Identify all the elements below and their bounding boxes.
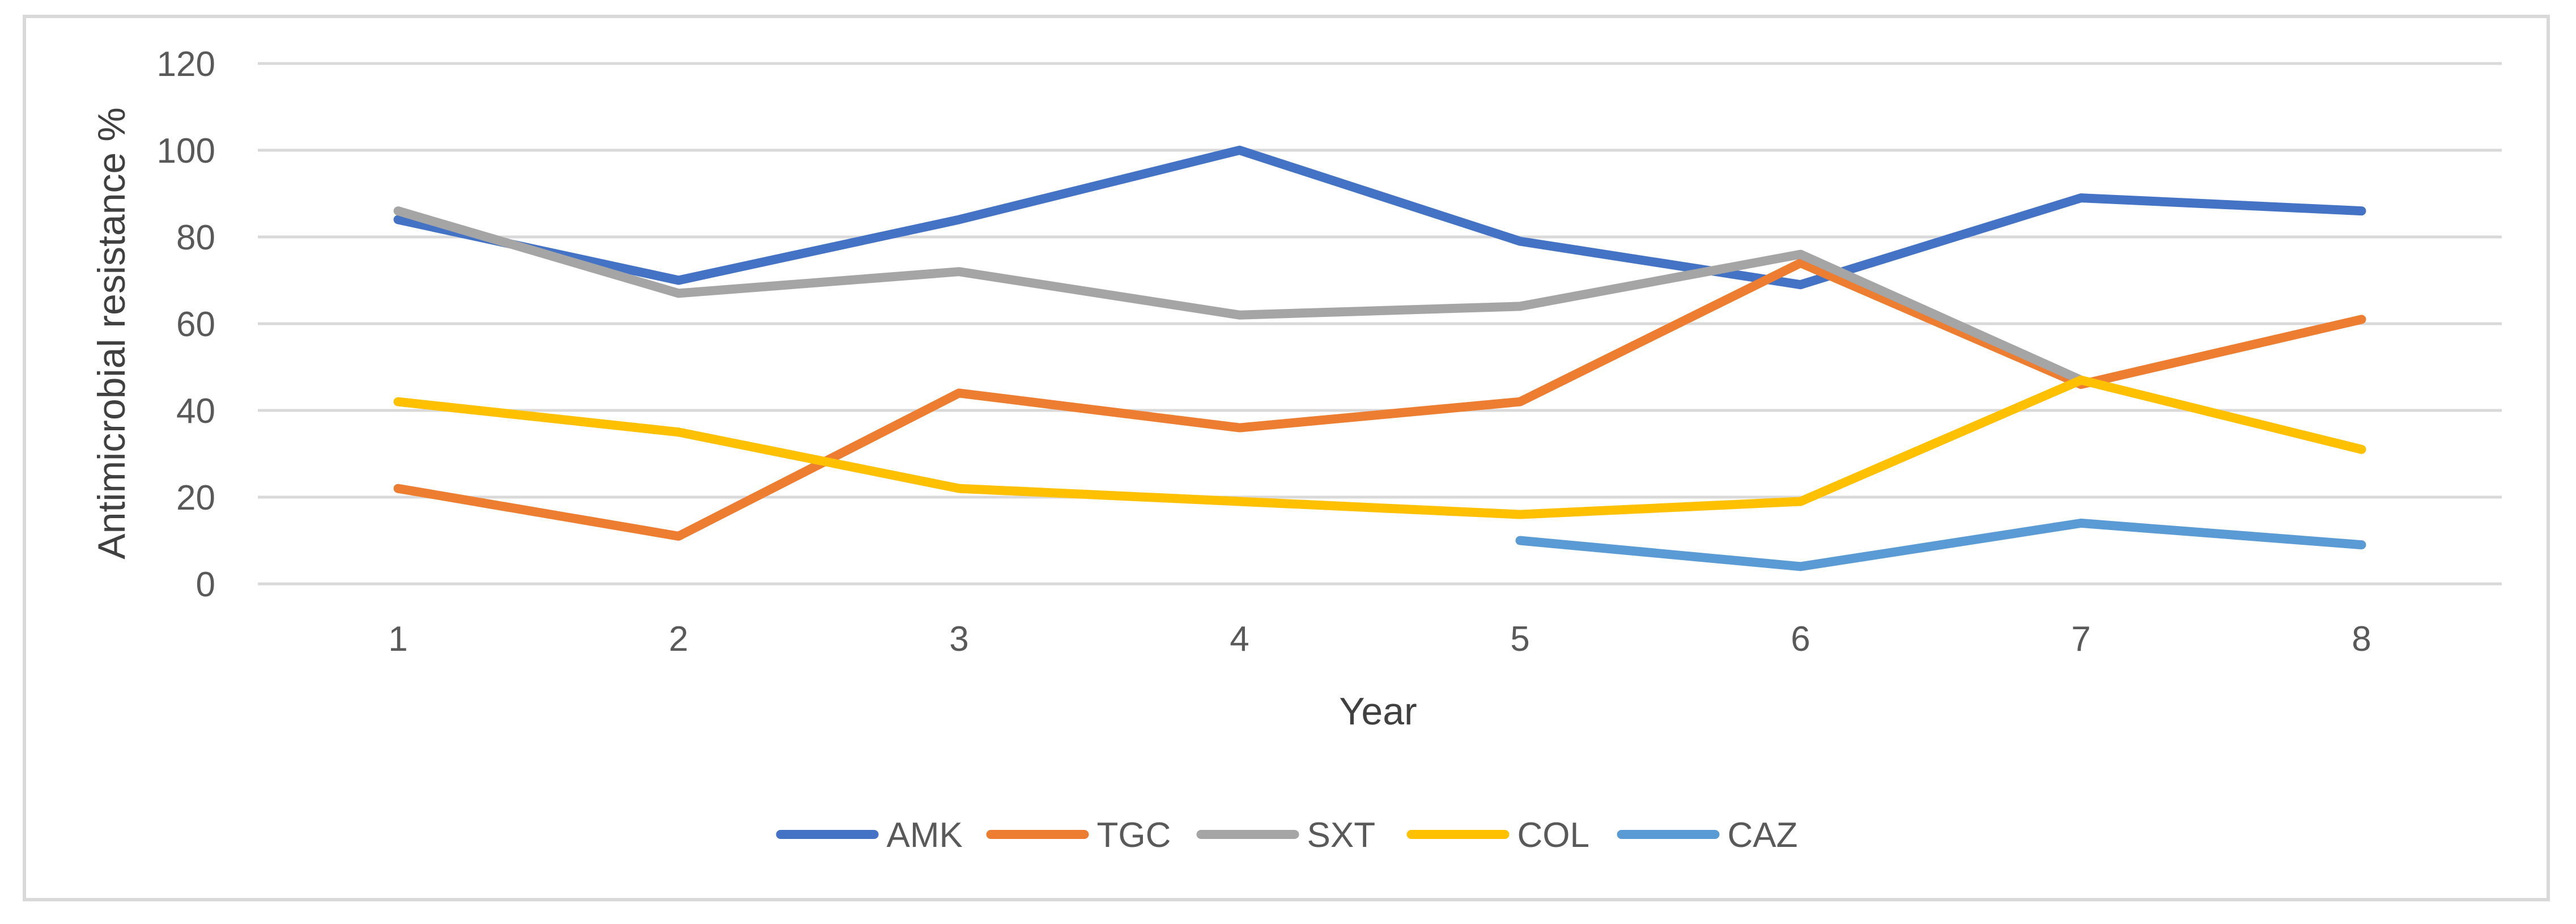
y-tick-label: 60: [176, 305, 215, 344]
legend-item-tgc: TGC: [986, 816, 1171, 855]
x-tick-label: 2: [669, 620, 688, 659]
x-tick-label: 7: [2071, 620, 2090, 659]
gridlines: [258, 62, 2502, 586]
series-line-sxt: [393, 206, 2086, 385]
legend-label: TGC: [1097, 816, 1171, 855]
series-line-amk: [393, 146, 2366, 290]
x-tick-label: 6: [1791, 620, 1810, 659]
legend-label: CAZ: [1728, 816, 1798, 855]
legend-item-amk: AMK: [776, 816, 963, 855]
y-tick-label: 40: [176, 392, 215, 431]
series-line-tgc: [393, 258, 2366, 541]
series-line-col: [393, 375, 2366, 519]
y-tick-label: 120: [157, 45, 215, 84]
legend-label: SXT: [1307, 816, 1376, 855]
x-axis-title: Year: [1339, 690, 1417, 733]
legend-item-sxt: SXT: [1196, 816, 1376, 855]
y-axis-title: Antimicrobial resistance %: [90, 107, 133, 559]
y-tick-label: 80: [176, 218, 215, 257]
x-tick-label: 3: [949, 620, 968, 659]
y-tick-label: 0: [196, 565, 215, 604]
x-tick-label: 4: [1230, 620, 1249, 659]
legend-item-caz: CAZ: [1617, 816, 1798, 855]
x-tick-label: 1: [388, 620, 407, 659]
series-lines: [393, 146, 2366, 571]
legend-label: COL: [1517, 816, 1589, 855]
x-tick-label: 5: [1510, 620, 1529, 659]
y-tick-label: 100: [157, 132, 215, 171]
series-line-caz: [1515, 518, 2366, 571]
legend: AMK TGC SXT COL CAZ: [776, 816, 1798, 855]
y-tick-label: 20: [176, 478, 215, 518]
x-axis-ticks: 1 2 3 4 5 6 7 8: [388, 620, 2371, 659]
legend-label: AMK: [887, 816, 963, 855]
legend-item-col: COL: [1406, 816, 1589, 855]
y-axis-ticks: 0 20 40 60 80 100 120: [157, 45, 215, 604]
x-tick-label: 8: [2352, 620, 2371, 659]
